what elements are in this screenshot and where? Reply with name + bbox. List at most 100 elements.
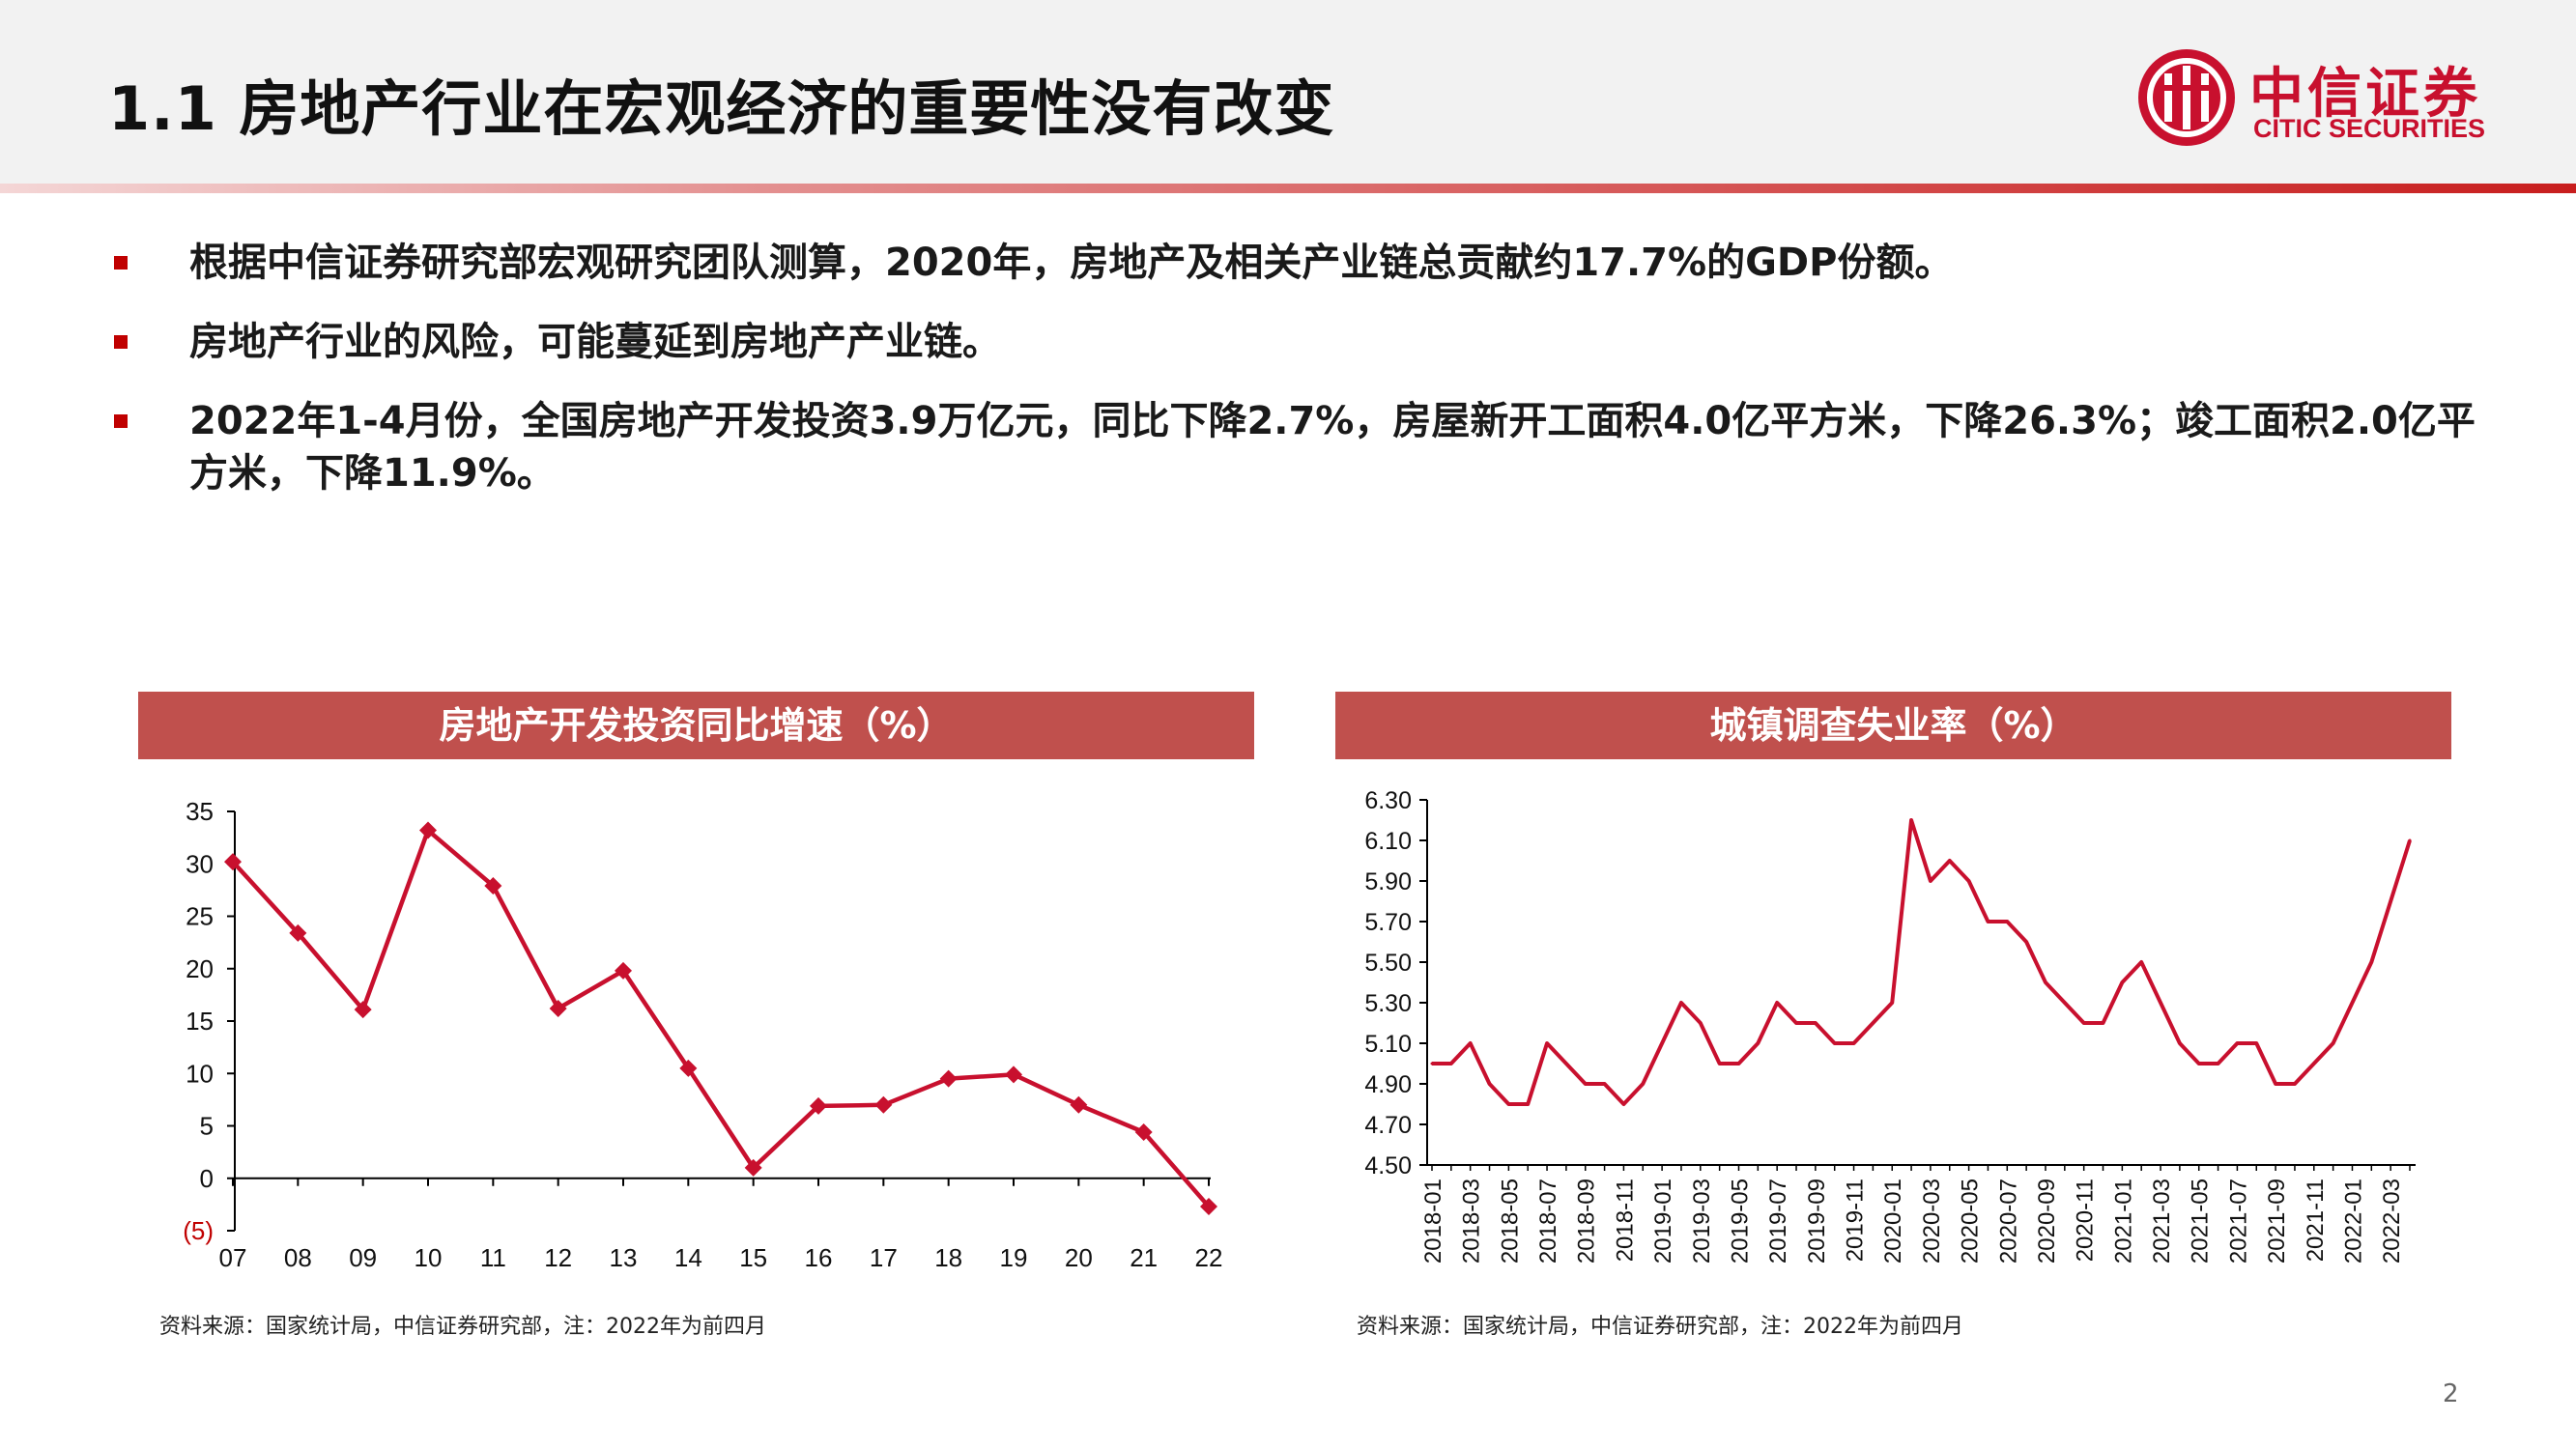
data-point bbox=[2312, 1062, 2316, 1065]
x-tick-label: 2021-07 bbox=[2225, 1179, 2251, 1264]
data-point bbox=[1603, 1082, 1607, 1086]
bullet-square-icon bbox=[114, 256, 128, 270]
data-point bbox=[2102, 1021, 2105, 1025]
data-point-marker bbox=[679, 1059, 698, 1077]
data-point bbox=[1641, 1082, 1645, 1086]
data-point bbox=[2120, 980, 2124, 984]
chart-source-unemployment: 资料来源：国家统计局，中信证券研究部，注：2022年为前四月 bbox=[1357, 1315, 1963, 1339]
data-point bbox=[1794, 1021, 1798, 1025]
x-tick-label: 2019-05 bbox=[1727, 1179, 1753, 1264]
x-tick-label: 2018-11 bbox=[1612, 1179, 1638, 1262]
x-tick-label: 10 bbox=[415, 1243, 443, 1272]
chart-title-investment: 房地产开发投资同比增速（%） bbox=[138, 692, 1254, 759]
x-tick-label: 2018-09 bbox=[1574, 1179, 1600, 1264]
data-point-marker bbox=[289, 923, 307, 942]
x-tick-label: 2021-01 bbox=[2110, 1179, 2136, 1264]
y-tick-label: 20 bbox=[186, 954, 214, 983]
bullet-text: 2022年1-4月份，全国房地产开发投资3.9万亿元，同比下降2.7%，房屋新开… bbox=[189, 399, 2476, 496]
x-tick-label: 09 bbox=[349, 1243, 377, 1272]
data-point bbox=[2254, 1041, 2258, 1045]
page-title: 1.1 房地产行业在宏观经济的重要性没有改变 bbox=[108, 73, 1335, 144]
y-tick-label: 30 bbox=[186, 849, 214, 878]
data-point bbox=[1986, 920, 1989, 923]
y-tick-label: 15 bbox=[186, 1007, 214, 1036]
y-tick-label: 35 bbox=[186, 797, 214, 826]
y-tick-label: 5.70 bbox=[1364, 909, 1412, 936]
y-tick-label: 5 bbox=[200, 1112, 214, 1141]
data-point bbox=[1660, 1041, 1664, 1045]
y-tick-label: 4.70 bbox=[1364, 1112, 1412, 1139]
x-tick-label: 15 bbox=[739, 1243, 767, 1272]
data-point bbox=[1584, 1082, 1588, 1086]
data-point bbox=[2274, 1082, 2277, 1086]
data-point bbox=[2235, 1041, 2239, 1045]
x-tick-label: 08 bbox=[284, 1243, 312, 1272]
data-point bbox=[2197, 1062, 2201, 1065]
data-point bbox=[2350, 1001, 2354, 1005]
x-tick-label: 18 bbox=[934, 1243, 962, 1272]
chart-investment-growth: 35 30 25 20 15 10 5 0 (5)07 08 09 10 11 12 13 14 15 16 17 1… bbox=[183, 797, 1223, 1272]
y-tick-label: 10 bbox=[186, 1059, 214, 1088]
data-point bbox=[1430, 1062, 1434, 1065]
data-point bbox=[2005, 920, 2009, 923]
series-line bbox=[1432, 818, 2412, 1106]
data-point bbox=[2332, 1041, 2335, 1045]
data-point-marker bbox=[354, 1001, 372, 1019]
x-tick-label: 2019-03 bbox=[1689, 1179, 1715, 1264]
bullet-square-icon bbox=[114, 335, 128, 349]
data-point bbox=[2293, 1082, 2297, 1086]
y-tick-label: (5) bbox=[183, 1216, 214, 1245]
data-point bbox=[1967, 879, 1971, 883]
data-point bbox=[2369, 960, 2373, 964]
data-point bbox=[1833, 1041, 1837, 1045]
x-tick-label: 17 bbox=[870, 1243, 898, 1272]
bullet-list: 根据中信证券研究部宏观研究团队测算，2020年，房地产及相关产业链总贡献约17.… bbox=[106, 237, 2503, 526]
data-point bbox=[1564, 1062, 1568, 1065]
series-line bbox=[231, 828, 1211, 1208]
x-tick-label: 13 bbox=[610, 1243, 638, 1272]
data-point bbox=[1488, 1082, 1492, 1086]
y-tick-label: 5.50 bbox=[1364, 950, 1412, 977]
data-point-marker bbox=[224, 853, 242, 871]
bullet-item: 2022年1-4月份，全国房地产开发投资3.9万亿元，同比下降2.7%，房屋新开… bbox=[106, 395, 2503, 499]
chart-title-unemployment: 城镇调查失业率（%） bbox=[1335, 692, 2451, 759]
logo-text-en: CITIC SECURITIES bbox=[2253, 114, 2486, 143]
y-tick-label: 4.90 bbox=[1364, 1071, 1412, 1098]
x-tick-label: 21 bbox=[1130, 1243, 1158, 1272]
citic-logo-icon bbox=[2138, 49, 2235, 146]
data-point bbox=[1756, 1041, 1760, 1045]
data-point bbox=[1699, 1021, 1703, 1025]
y-tick-label: 4.50 bbox=[1364, 1152, 1412, 1179]
data-point-marker bbox=[939, 1069, 958, 1088]
y-tick-label: 5.10 bbox=[1364, 1031, 1412, 1058]
y-tick-label: 5.30 bbox=[1364, 990, 1412, 1017]
data-point bbox=[1526, 1102, 1530, 1106]
x-tick-label: 2021-09 bbox=[2264, 1179, 2290, 1264]
data-point-marker bbox=[1200, 1198, 1217, 1216]
data-point-marker bbox=[615, 961, 632, 980]
data-point bbox=[1814, 1021, 1818, 1025]
data-point bbox=[1929, 879, 1932, 883]
data-point-marker bbox=[549, 999, 567, 1017]
logo-text-cn: 中信证券 bbox=[2249, 63, 2481, 126]
data-point bbox=[1621, 1102, 1625, 1106]
x-tick-label: 2021-03 bbox=[2149, 1179, 2175, 1264]
page-number: 2 bbox=[2443, 1379, 2459, 1408]
y-tick-label: 6.10 bbox=[1364, 828, 1412, 855]
data-point bbox=[2178, 1041, 2182, 1045]
x-tick-label: 2020-05 bbox=[1958, 1179, 1984, 1264]
bullet-text: 房地产行业的风险，可能蔓延到房地产产业链。 bbox=[189, 320, 1001, 364]
data-point bbox=[2082, 1021, 2086, 1025]
x-tick-label: 2022-01 bbox=[2340, 1179, 2366, 1264]
data-point bbox=[1948, 859, 1952, 863]
data-point bbox=[2217, 1062, 2220, 1065]
citic-logo: 中信证券 CITIC SECURITIES bbox=[2135, 46, 2503, 153]
x-tick-label: 2018-01 bbox=[1420, 1179, 1446, 1264]
x-tick-label: 22 bbox=[1195, 1243, 1223, 1272]
bullet-item: 根据中信证券研究部宏观研究团队测算，2020年，房地产及相关产业链总贡献约17.… bbox=[106, 237, 2503, 289]
x-tick-label: 07 bbox=[219, 1243, 247, 1272]
data-point bbox=[1679, 1001, 1683, 1005]
data-point bbox=[1545, 1041, 1549, 1045]
bullet-item: 房地产行业的风险，可能蔓延到房地产产业链。 bbox=[106, 316, 2503, 368]
x-tick-label: 2018-07 bbox=[1535, 1179, 1561, 1264]
